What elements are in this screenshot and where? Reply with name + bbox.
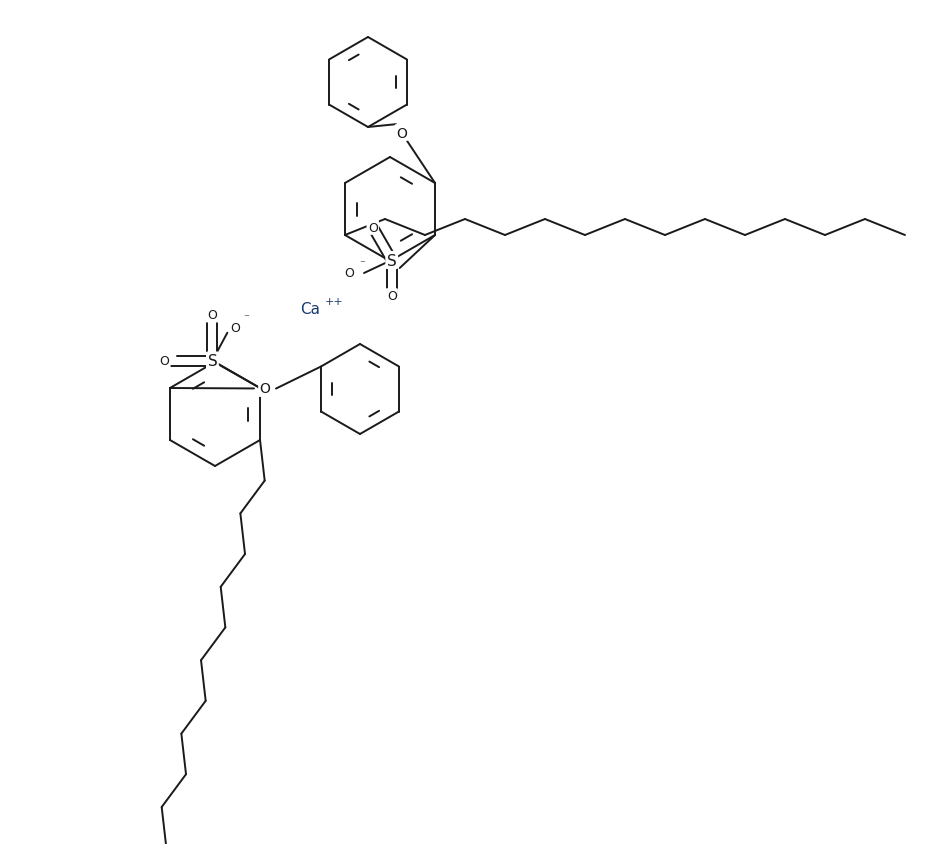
Text: Ca: Ca: [300, 302, 320, 317]
Text: O: O: [344, 268, 354, 280]
Text: O: O: [260, 382, 270, 396]
Text: O: O: [159, 354, 169, 368]
Text: S: S: [208, 354, 217, 369]
Text: ⁻: ⁻: [359, 259, 365, 268]
Text: S: S: [387, 253, 396, 268]
Text: ⁻: ⁻: [244, 313, 249, 323]
Text: ++: ++: [325, 296, 343, 306]
Text: O: O: [396, 127, 407, 140]
Text: O: O: [207, 309, 217, 322]
Text: O: O: [231, 322, 240, 335]
Text: O: O: [368, 221, 377, 235]
Text: O: O: [387, 290, 397, 303]
